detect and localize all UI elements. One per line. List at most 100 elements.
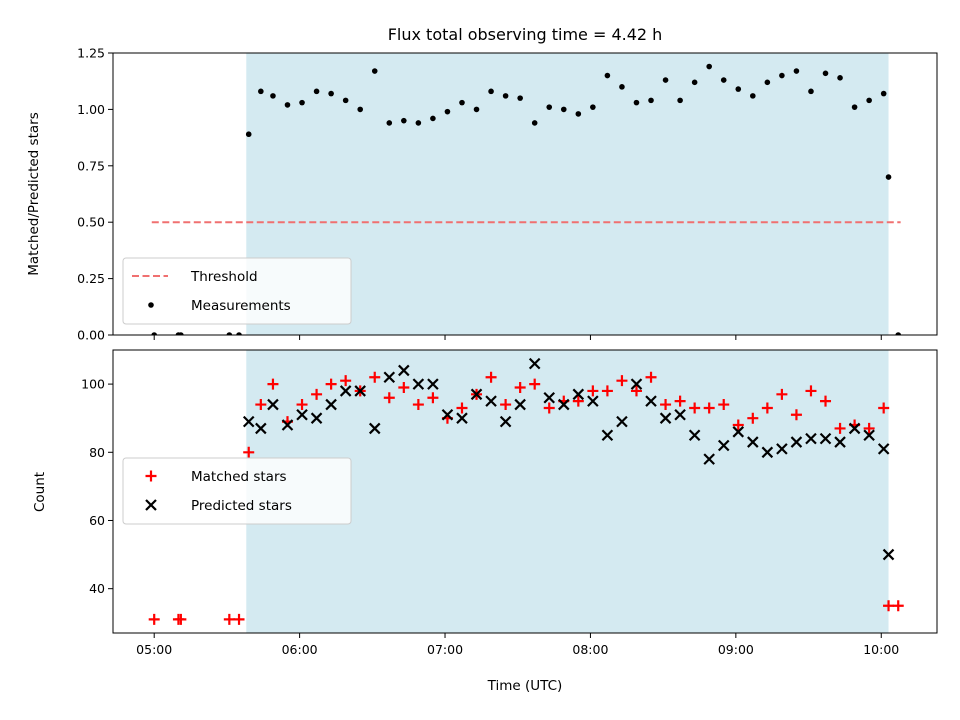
data-point bbox=[255, 399, 267, 411]
data-point bbox=[514, 382, 526, 394]
data-point bbox=[805, 385, 817, 397]
data-point bbox=[233, 613, 245, 625]
data-point bbox=[284, 102, 291, 108]
plot-area bbox=[148, 350, 904, 633]
data-point bbox=[456, 402, 468, 414]
y-axis-title-ratio: Matched/Predicted stars bbox=[26, 112, 42, 275]
data-point bbox=[500, 399, 512, 411]
data-point bbox=[660, 399, 672, 411]
data-point bbox=[616, 375, 628, 387]
data-point bbox=[383, 392, 395, 404]
data-point bbox=[313, 88, 320, 95]
data-point bbox=[735, 86, 742, 92]
data-point bbox=[776, 388, 788, 400]
data-point bbox=[398, 364, 410, 377]
data-point bbox=[258, 88, 264, 95]
x-axis-title: Time (UTC) bbox=[487, 678, 563, 694]
ratio-panel: 0.00 0.25 0.50 0.75 1.00 1.25 Threshold Measure… bbox=[77, 46, 938, 343]
data-point bbox=[790, 409, 802, 421]
data-point bbox=[619, 84, 625, 90]
y-tick-label: 1.25 bbox=[77, 46, 105, 61]
data-point bbox=[514, 398, 526, 411]
data-point bbox=[895, 332, 902, 335]
series-predicted-stars bbox=[242, 357, 895, 561]
data-point bbox=[502, 93, 509, 99]
data-point bbox=[645, 395, 657, 407]
data-point bbox=[267, 398, 279, 411]
y-tick-label: 80 bbox=[89, 445, 105, 460]
data-point bbox=[281, 419, 294, 431]
data-point bbox=[311, 388, 323, 400]
data-point bbox=[587, 395, 599, 407]
data-point bbox=[459, 99, 465, 106]
data-point bbox=[883, 600, 895, 612]
data-point bbox=[543, 402, 555, 414]
data-point bbox=[822, 70, 829, 77]
data-point bbox=[412, 378, 425, 390]
data-point bbox=[633, 99, 640, 106]
data-point bbox=[590, 104, 596, 110]
data-point bbox=[601, 429, 614, 442]
data-point bbox=[630, 385, 642, 397]
y-axis-title-count: Count bbox=[32, 472, 48, 512]
data-point bbox=[793, 68, 800, 74]
data-point bbox=[587, 385, 599, 397]
data-point bbox=[761, 402, 773, 414]
x-tick-label: 09:00 bbox=[718, 642, 754, 657]
data-point bbox=[223, 613, 235, 625]
data-point bbox=[677, 97, 683, 104]
data-point bbox=[354, 385, 366, 397]
data-point bbox=[398, 382, 410, 394]
data-point bbox=[892, 600, 904, 612]
data-point bbox=[310, 412, 323, 424]
data-point bbox=[546, 104, 553, 110]
data-point bbox=[517, 95, 523, 101]
data-point bbox=[151, 332, 157, 335]
data-point bbox=[383, 371, 396, 384]
data-point bbox=[805, 432, 817, 445]
legend-marker bbox=[145, 499, 157, 511]
data-point bbox=[750, 93, 756, 99]
data-point bbox=[575, 111, 582, 117]
data-point bbox=[543, 391, 556, 404]
y-tick-label: 0.00 bbox=[77, 328, 105, 343]
y-tick-label: 60 bbox=[89, 513, 105, 528]
data-point bbox=[718, 399, 730, 411]
data-point bbox=[485, 395, 497, 407]
data-point bbox=[226, 332, 233, 335]
data-point bbox=[430, 115, 436, 122]
data-point bbox=[412, 399, 424, 411]
axes-frame bbox=[112, 52, 938, 336]
data-point bbox=[488, 88, 494, 95]
data-point bbox=[808, 88, 814, 95]
data-point bbox=[328, 90, 334, 97]
data-point bbox=[880, 90, 887, 97]
data-point bbox=[601, 385, 613, 397]
data-point bbox=[485, 371, 497, 383]
data-point bbox=[616, 415, 628, 428]
data-point bbox=[572, 395, 584, 407]
data-point bbox=[688, 429, 701, 442]
data-point bbox=[357, 106, 364, 113]
data-point bbox=[267, 378, 279, 390]
data-point bbox=[819, 432, 832, 445]
data-point bbox=[415, 120, 422, 126]
data-point bbox=[456, 412, 468, 424]
axes-frame bbox=[112, 349, 938, 634]
y-tick-label: 1.00 bbox=[77, 102, 105, 117]
data-point bbox=[299, 99, 305, 106]
plot-area bbox=[151, 53, 902, 335]
data-point bbox=[706, 63, 712, 70]
data-point bbox=[866, 97, 872, 104]
data-point bbox=[863, 422, 875, 434]
data-point bbox=[473, 106, 480, 113]
y-tick-label: 0.75 bbox=[77, 158, 105, 173]
legend-marker bbox=[145, 470, 157, 482]
legend-box bbox=[122, 257, 352, 325]
data-point bbox=[529, 378, 541, 390]
data-point bbox=[531, 120, 538, 126]
legend: Matched stars Predicted stars bbox=[122, 457, 352, 525]
legend: Threshold Measurements bbox=[122, 257, 352, 325]
data-point bbox=[255, 422, 267, 435]
